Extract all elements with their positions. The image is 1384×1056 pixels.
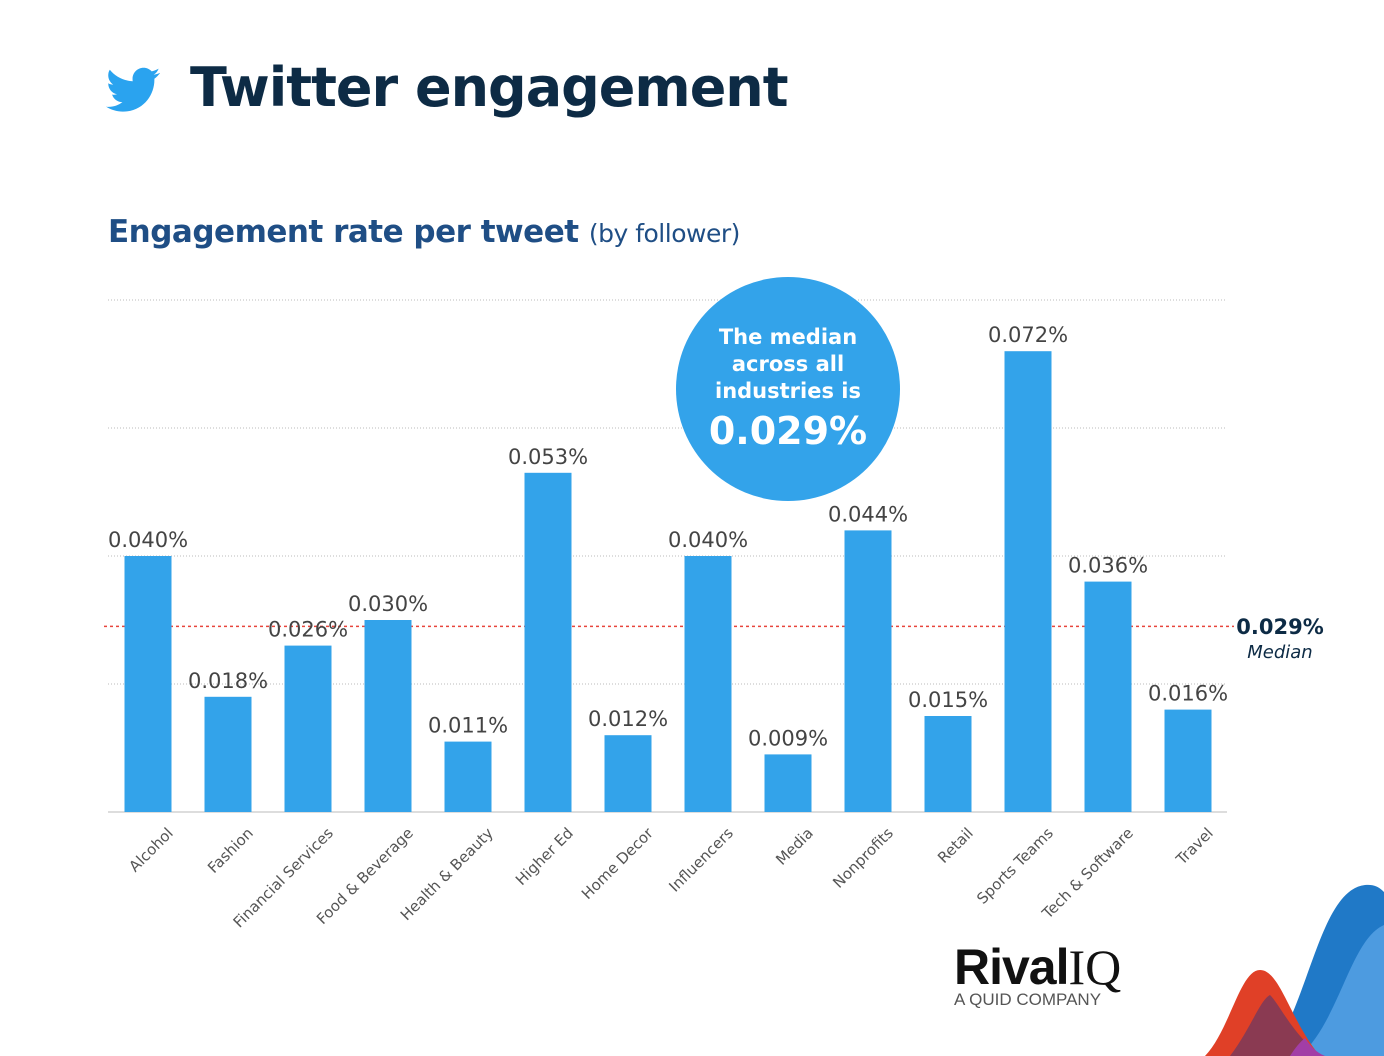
data-label: 0.040%: [668, 528, 748, 552]
bar-food-beverage: [364, 620, 412, 812]
data-label: 0.036%: [1068, 554, 1148, 578]
bar-financial-services: [284, 645, 332, 812]
x-tick-label: Alcohol: [125, 824, 176, 875]
callout-value: 0.029%: [709, 409, 867, 453]
x-tick-label: Sports Teams: [973, 824, 1057, 908]
median-value-label: 0.029%: [1236, 615, 1323, 639]
data-label: 0.072%: [988, 323, 1068, 347]
data-label: 0.018%: [188, 669, 268, 693]
x-tick-label: Nonprofits: [829, 824, 897, 892]
data-label: 0.011%: [428, 714, 508, 738]
decorative-waves: [1205, 884, 1384, 1056]
x-tick-label: Higher Ed: [512, 824, 577, 889]
bar-nonprofits: [844, 530, 892, 812]
subtitle-main: Engagement rate per tweet: [108, 214, 579, 250]
bar-health-beauty: [444, 741, 492, 812]
data-label: 0.026%: [268, 618, 348, 642]
data-label: 0.030%: [348, 592, 428, 616]
chart-subtitle: Engagement rate per tweet (by follower): [108, 214, 740, 250]
logo-tagline: A QUID COMPANY: [954, 990, 1102, 1009]
bar-alcohol: [124, 556, 172, 812]
x-tick-label: Travel: [1172, 824, 1217, 869]
bar-fashion: [204, 696, 252, 812]
x-tick-label: Home Decor: [578, 824, 657, 903]
page-title: Twitter engagement: [190, 56, 789, 119]
bar-media: [764, 754, 812, 812]
x-tick-label: Retail: [934, 824, 977, 867]
data-label: 0.053%: [508, 445, 588, 469]
bar-retail: [924, 716, 972, 812]
bar-travel: [1164, 709, 1212, 812]
bar-tech-software: [1084, 581, 1132, 812]
data-label: 0.012%: [588, 707, 668, 731]
x-tick-label: Media: [772, 824, 817, 869]
bar-home-decor: [604, 735, 652, 812]
median-text-label: Median: [1247, 642, 1312, 663]
data-label: 0.016%: [1148, 682, 1228, 706]
twitter-bird-icon: [106, 67, 160, 112]
bar-higher-ed: [524, 472, 572, 812]
rival-iq-logo: RivalIQ A QUID COMPANY: [954, 938, 1121, 1010]
x-tick-label: Influencers: [665, 824, 737, 896]
data-label: 0.044%: [828, 502, 908, 526]
callout-text: The median: [719, 325, 857, 349]
bar-sports-teams: [1004, 351, 1052, 812]
callout-text: industries is: [715, 379, 861, 403]
callout-text: across all: [732, 352, 844, 376]
median-callout-circle: [676, 277, 900, 501]
data-label: 0.015%: [908, 688, 988, 712]
data-label: 0.009%: [748, 726, 828, 750]
data-label: 0.040%: [108, 528, 188, 552]
logo-name-iq: IQ: [1068, 939, 1122, 995]
subtitle-qualifier: (by follower): [588, 219, 741, 248]
logo-name: Rival: [954, 939, 1070, 995]
x-tick-label: Fashion: [204, 824, 257, 877]
bar-influencers: [684, 556, 732, 812]
